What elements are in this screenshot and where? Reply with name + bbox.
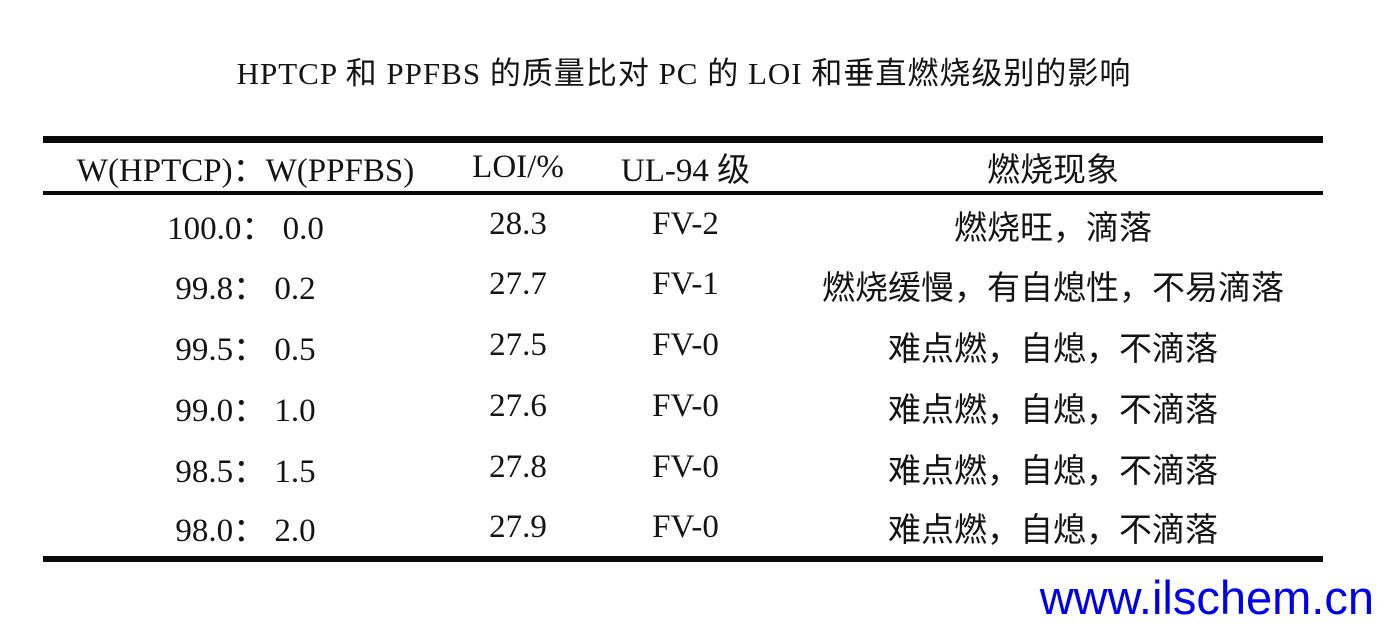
table-row: 99.5： 0.5 27.5 FV-0 难点燃，自熄，不滴落 bbox=[43, 315, 1323, 376]
cell-ratio: 98.5： 1.5 bbox=[175, 453, 316, 490]
cell-phenomenon: 燃烧缓慢，有自熄性，不易滴落 bbox=[822, 270, 1284, 307]
cell-loi: 27.7 bbox=[489, 266, 547, 302]
cell-ul94: FV-0 bbox=[652, 508, 719, 545]
cell-ratio: 98.0： 2.0 bbox=[175, 513, 316, 549]
cell-loi: 27.9 bbox=[489, 508, 547, 545]
cell-loi: 27.8 bbox=[489, 449, 547, 485]
header-loi: LOI/% bbox=[472, 148, 564, 185]
cell-ul94: FV-0 bbox=[652, 327, 719, 363]
data-table: W(HPTCP)：W(PPFBS) LOI/% UL-94 级 燃烧现象 100… bbox=[43, 136, 1323, 562]
table-title: HPTCP 和 PPFBS 的质量比对 PC 的 LOI 和垂直燃烧级别的影响 bbox=[236, 56, 1132, 91]
cell-loi: 27.5 bbox=[489, 327, 547, 363]
table-row: 98.0： 2.0 27.9 FV-0 难点燃，自熄，不滴落 bbox=[43, 498, 1323, 559]
cell-phenomenon: 难点燃，自熄，不滴落 bbox=[888, 392, 1218, 429]
cell-ratio: 100.0： 0.0 bbox=[167, 210, 324, 247]
cell-ratio: 99.8： 0.2 bbox=[175, 270, 316, 307]
cell-ul94: FV-0 bbox=[652, 388, 719, 424]
table-row: 99.8： 0.2 27.7 FV-1 燃烧缓慢，有自熄性，不易滴落 bbox=[43, 254, 1323, 315]
cell-phenomenon: 难点燃，自熄，不滴落 bbox=[888, 331, 1218, 368]
cell-ul94: FV-0 bbox=[652, 449, 719, 485]
table-row: 98.5： 1.5 27.8 FV-0 难点燃，自熄，不滴落 bbox=[43, 437, 1323, 498]
header-phenomenon: 燃烧现象 bbox=[987, 153, 1119, 189]
header-mass-ratio: W(HPTCP)：W(PPFBS) bbox=[76, 153, 415, 189]
table-row: 100.0： 0.0 28.3 FV-2 燃烧旺，滴落 bbox=[43, 193, 1323, 254]
cell-loi: 28.3 bbox=[489, 206, 547, 242]
table-row: 99.0： 1.0 27.6 FV-0 难点燃，自熄，不滴落 bbox=[43, 376, 1323, 437]
cell-phenomenon: 难点燃，自熄，不滴落 bbox=[888, 513, 1218, 549]
cell-ul94: FV-1 bbox=[652, 266, 719, 302]
cell-ratio: 99.5： 0.5 bbox=[175, 331, 316, 368]
cell-loi: 27.6 bbox=[489, 388, 547, 424]
watermark-url: www.ilschem.cn bbox=[1039, 571, 1374, 624]
header-ul94: UL-94 级 bbox=[620, 153, 751, 189]
cell-ul94: FV-2 bbox=[652, 206, 719, 242]
cell-ratio: 99.0： 1.0 bbox=[175, 392, 316, 429]
cell-phenomenon: 燃烧旺，滴落 bbox=[954, 210, 1152, 247]
table-container: W(HPTCP)：W(PPFBS) LOI/% UL-94 级 燃烧现象 100… bbox=[43, 136, 1323, 562]
cell-phenomenon: 难点燃，自熄，不滴落 bbox=[888, 453, 1218, 490]
table-header-row: W(HPTCP)：W(PPFBS) LOI/% UL-94 级 燃烧现象 bbox=[43, 140, 1323, 193]
